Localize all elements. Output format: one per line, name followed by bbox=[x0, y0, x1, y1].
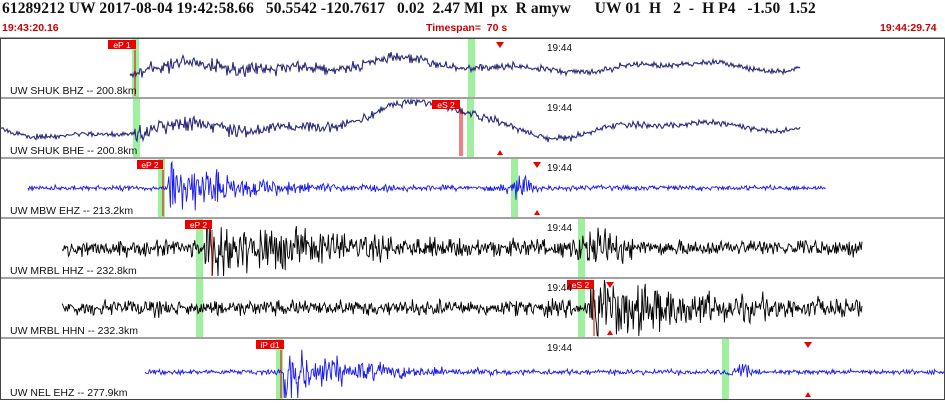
waveform-trace[interactable] bbox=[61, 219, 863, 277]
pick-label-box[interactable] bbox=[108, 40, 136, 49]
pick-label: iP d1 bbox=[260, 340, 279, 350]
pick-label-box[interactable] bbox=[256, 340, 284, 349]
amplitude-arrow-down[interactable] bbox=[533, 162, 541, 168]
amplitude-arrow-down[interactable] bbox=[606, 282, 614, 288]
trace-row[interactable]: iP d1 19:44 UW NEL EHZ -- 277.9km bbox=[0, 337, 945, 399]
amplitude-arrow-up[interactable] bbox=[534, 210, 540, 215]
pick-label-box[interactable] bbox=[185, 220, 212, 229]
phase-marker-bar[interactable] bbox=[578, 279, 585, 337]
minute-label: 19:44 bbox=[547, 343, 572, 354]
waveform-trace[interactable] bbox=[61, 279, 863, 337]
trace-row[interactable]: eS 219:44 UW MRBL HHN -- 232.3km bbox=[0, 277, 945, 337]
minute-label: 19:44 bbox=[547, 43, 572, 54]
amplitude-arrow-up[interactable] bbox=[497, 150, 503, 155]
pick-label: eP 1 bbox=[113, 40, 131, 50]
phase-marker-bar[interactable] bbox=[133, 99, 140, 157]
pick-label: eS 2 bbox=[437, 100, 455, 110]
timespan-label: Timespan= 70 s bbox=[426, 22, 508, 34]
phase-marker-bar[interactable] bbox=[578, 219, 585, 277]
station-label: UW SHUK BHE -- 200.8km bbox=[10, 145, 137, 157]
amplitude-arrow-up[interactable] bbox=[805, 392, 811, 397]
event-summary-title: 61289212 UW 2017-08-04 19:42:58.66 50.55… bbox=[2, 0, 816, 17]
waveform-trace[interactable] bbox=[27, 160, 826, 211]
pick-label-box[interactable] bbox=[432, 100, 460, 109]
pick-label-box[interactable] bbox=[137, 160, 163, 169]
end-time: 19:44:29.74 bbox=[880, 22, 937, 34]
minute-label: 19:44 bbox=[547, 103, 572, 114]
phase-marker-bar[interactable] bbox=[467, 99, 474, 157]
trace-row[interactable]: eP 2 19:44 UW MBW EHZ -- 213.2km bbox=[0, 157, 945, 217]
phase-marker-bar[interactable] bbox=[196, 219, 203, 277]
amplitude-arrow-down[interactable] bbox=[804, 342, 812, 348]
waveform-trace[interactable] bbox=[129, 51, 801, 79]
station-label: UW NEL EHZ -- 277.9km bbox=[10, 387, 128, 399]
pick-label: eP 2 bbox=[190, 220, 208, 230]
trace-row[interactable]: eP 2 19:44 UW MRBL HHZ -- 232.8km bbox=[0, 217, 945, 277]
pick-label-box[interactable] bbox=[567, 280, 594, 289]
minute-label: 19:44 bbox=[547, 163, 572, 174]
phase-marker-bar[interactable] bbox=[722, 339, 729, 399]
phase-marker-bar[interactable] bbox=[276, 339, 283, 399]
station-label: UW MBW EHZ -- 213.2km bbox=[10, 205, 133, 217]
waveform-trace[interactable] bbox=[0, 97, 801, 143]
station-label: UW SHUK BHZ -- 200.8km bbox=[10, 85, 137, 97]
pick-label: eP 2 bbox=[141, 160, 159, 170]
waveform-trace[interactable] bbox=[144, 349, 945, 399]
amplitude-arrow-down[interactable] bbox=[496, 42, 504, 48]
pick-label: eS 2 bbox=[572, 280, 590, 290]
trace-row[interactable]: eS 2 19:44 UW SHUK BHE -- 200.8km bbox=[0, 97, 945, 157]
header-bar: 61289212 UW 2017-08-04 19:42:58.66 50.55… bbox=[0, 0, 945, 38]
phase-marker-bar[interactable] bbox=[511, 159, 518, 217]
amplitude-arrow-up[interactable] bbox=[607, 330, 613, 335]
station-label: UW MRBL HHZ -- 232.8km bbox=[10, 265, 137, 277]
minute-label: 19:44 bbox=[547, 283, 572, 294]
station-label: UW MRBL HHN -- 232.3km bbox=[10, 325, 138, 337]
minute-label: 19:44 bbox=[547, 223, 572, 234]
trace-row[interactable]: eP 1 19:44 UW SHUK BHZ -- 200.8km bbox=[0, 37, 945, 97]
start-time: 19:43:20.16 bbox=[2, 22, 59, 34]
